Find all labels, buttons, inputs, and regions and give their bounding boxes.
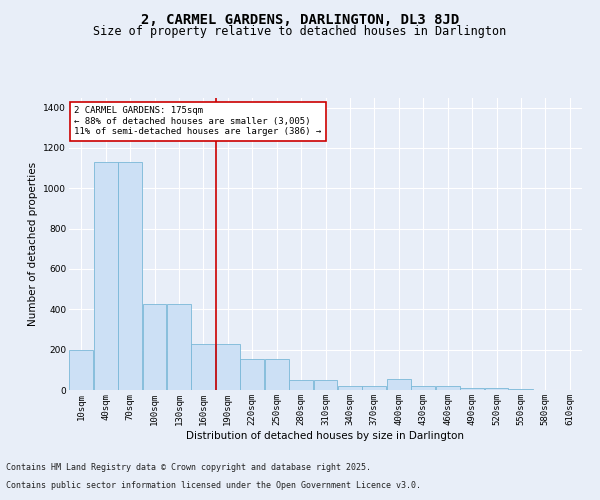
Text: Contains public sector information licensed under the Open Government Licence v3: Contains public sector information licen… — [6, 481, 421, 490]
Bar — [362, 386, 386, 390]
Text: Size of property relative to detached houses in Darlington: Size of property relative to detached ho… — [94, 25, 506, 38]
X-axis label: Distribution of detached houses by size in Darlington: Distribution of detached houses by size … — [187, 430, 464, 440]
Bar — [240, 358, 264, 390]
Bar — [436, 386, 460, 390]
Bar — [460, 388, 484, 390]
Bar — [191, 344, 215, 390]
Bar — [485, 388, 508, 390]
Bar — [265, 358, 289, 390]
Text: 2 CARMEL GARDENS: 175sqm
← 88% of detached houses are smaller (3,005)
11% of sem: 2 CARMEL GARDENS: 175sqm ← 88% of detach… — [74, 106, 322, 136]
Bar — [143, 304, 166, 390]
Bar — [289, 380, 313, 390]
Bar — [167, 304, 191, 390]
Bar — [69, 350, 93, 390]
Bar — [314, 380, 337, 390]
Bar — [94, 162, 118, 390]
Bar — [338, 386, 362, 390]
Bar — [411, 386, 435, 390]
Y-axis label: Number of detached properties: Number of detached properties — [28, 162, 38, 326]
Text: 2, CARMEL GARDENS, DARLINGTON, DL3 8JD: 2, CARMEL GARDENS, DARLINGTON, DL3 8JD — [141, 12, 459, 26]
Bar — [216, 344, 240, 390]
Text: Contains HM Land Registry data © Crown copyright and database right 2025.: Contains HM Land Registry data © Crown c… — [6, 464, 371, 472]
Bar — [118, 162, 142, 390]
Bar — [509, 389, 533, 390]
Bar — [387, 379, 411, 390]
